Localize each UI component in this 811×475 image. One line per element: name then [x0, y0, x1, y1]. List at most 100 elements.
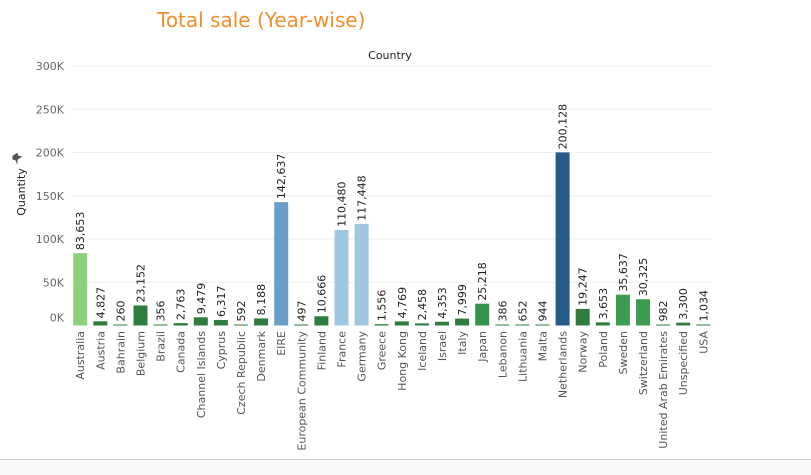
data-label: 4,827 [94, 287, 107, 319]
bar[interactable] [394, 321, 409, 326]
data-label: 652 [516, 301, 529, 322]
bar[interactable] [636, 299, 650, 326]
x-category-label: EIRE [275, 331, 288, 356]
bar[interactable] [455, 318, 470, 326]
x-category-label: Netherlands [557, 331, 570, 398]
y-tick-label: 200K [36, 147, 65, 160]
bar[interactable] [113, 324, 128, 326]
gridlines [71, 65, 712, 283]
bar[interactable] [274, 202, 289, 326]
bar[interactable] [676, 322, 691, 326]
bar[interactable] [595, 322, 610, 326]
bar[interactable] [193, 317, 208, 326]
bar[interactable] [173, 323, 188, 326]
data-label: 8,188 [255, 284, 268, 316]
x-category-label: Italy [456, 331, 469, 355]
x-axis-categories: Australia Austria Bahrain Belgium Brazil Cana… [74, 330, 710, 450]
bar[interactable] [374, 324, 389, 326]
data-label: 6,317 [215, 286, 228, 318]
y-tick-label: 250K [36, 103, 65, 116]
data-label: 982 [657, 301, 670, 322]
y-tick-label: 0K [50, 312, 65, 325]
bottom-divider [0, 459, 811, 460]
data-label: 592 [235, 301, 248, 322]
data-label: 110,480 [336, 181, 349, 227]
x-category-label: France [336, 331, 349, 368]
x-category-label: Canada [175, 331, 188, 373]
x-category-label: Malta [537, 331, 550, 361]
data-label: 7,999 [456, 284, 469, 316]
x-category-label: Channel Islands [195, 331, 208, 418]
data-label: 1,034 [697, 290, 710, 322]
data-label: 30,325 [637, 258, 650, 297]
x-category-label: Japan [476, 331, 489, 363]
y-tick-label: 100K [36, 233, 65, 246]
data-label: 497 [295, 301, 308, 322]
bar[interactable] [153, 324, 168, 326]
x-category-label: Iceland [416, 331, 429, 371]
bar[interactable] [615, 294, 630, 326]
bar[interactable] [414, 323, 429, 326]
data-label: 944 [537, 301, 550, 322]
bar-chart: Country Quantity 0K 50K 100K 150K 200K 250K 30… [11, 49, 712, 451]
bar[interactable] [515, 324, 530, 326]
data-label: 2,458 [416, 289, 429, 321]
bar[interactable] [93, 321, 108, 326]
x-category-label: Switzerland [637, 331, 650, 395]
bar[interactable] [254, 318, 269, 326]
x-category-label: Lithuania [516, 331, 529, 382]
x-category-label: Israel [436, 331, 449, 361]
bar[interactable] [656, 324, 671, 326]
bottom-band [0, 460, 811, 475]
x-category-label: Poland [597, 331, 610, 368]
x-category-label: Lebanon [496, 331, 509, 378]
y-axis-ticks: 0K 50K 100K 150K 200K 250K 300K [36, 60, 65, 325]
x-category-label: Czech Republic [235, 331, 248, 415]
bar[interactable] [73, 253, 88, 326]
bar[interactable] [133, 305, 148, 326]
y-axis-label: Quantity [15, 168, 28, 216]
y-tick-label: 300K [36, 60, 65, 73]
bar[interactable] [234, 324, 248, 326]
data-label: 2,763 [175, 289, 188, 321]
bar[interactable] [495, 324, 510, 326]
data-label: 23,152 [135, 264, 148, 303]
x-category-label: Germany [356, 331, 369, 382]
bar[interactable] [475, 303, 490, 326]
data-label: 19,247 [577, 267, 590, 306]
bar[interactable] [213, 320, 228, 326]
data-label: 25,218 [476, 262, 489, 301]
bar[interactable] [334, 229, 349, 326]
data-label: 10,666 [315, 275, 328, 314]
bar[interactable] [535, 324, 550, 326]
bar[interactable] [294, 324, 309, 326]
bar[interactable] [435, 321, 449, 326]
x-category-label: Greece [376, 331, 389, 370]
x-category-label: Hong Kong [396, 331, 409, 391]
x-category-label: Austria [94, 331, 107, 370]
x-category-label: Sweden [617, 331, 630, 374]
bar[interactable] [575, 308, 590, 326]
data-label: 142,637 [275, 154, 288, 200]
data-labels: 83,653 4,827 260 23,152 356 2,763 9,479 6,317 59… [74, 104, 710, 322]
data-label: 386 [496, 301, 509, 322]
data-label: 3,300 [677, 288, 690, 320]
bar[interactable] [555, 152, 570, 326]
x-category-label: Denmark [255, 330, 268, 381]
data-label: 117,448 [356, 175, 369, 221]
bar[interactable] [354, 223, 369, 326]
x-category-label: Brazil [155, 331, 168, 362]
x-category-label: Finland [315, 331, 328, 370]
x-category-label: European Community [295, 331, 308, 451]
data-label: 4,353 [436, 287, 449, 319]
bar[interactable] [314, 316, 329, 326]
y-tick-label: 50K [43, 276, 65, 289]
data-label: 83,653 [74, 212, 87, 251]
bar[interactable] [696, 324, 711, 326]
data-label: 260 [114, 301, 127, 322]
pin-icon[interactable] [11, 151, 25, 165]
x-category-label: Cyprus [215, 331, 228, 370]
data-label: 4,769 [396, 287, 409, 319]
data-label: 9,479 [195, 283, 208, 315]
y-tick-label: 150K [36, 190, 65, 203]
